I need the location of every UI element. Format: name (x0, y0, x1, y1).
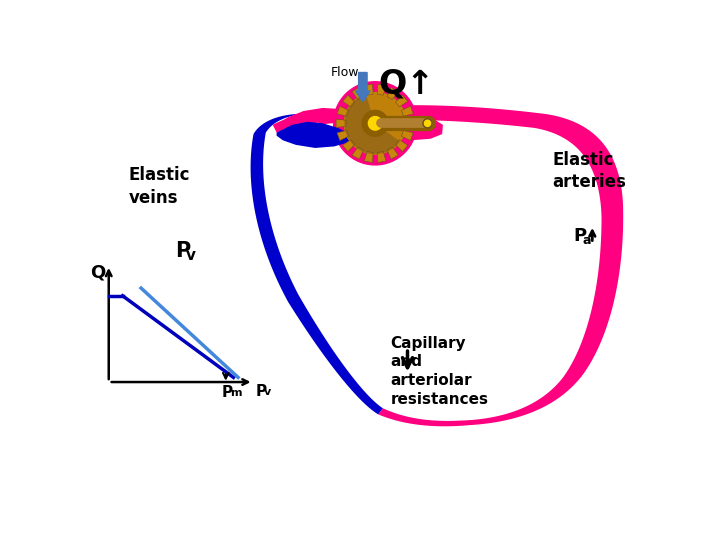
Text: Flow: Flow (330, 65, 359, 78)
FancyArrow shape (356, 72, 370, 102)
Polygon shape (354, 102, 387, 117)
Circle shape (369, 117, 382, 130)
Polygon shape (336, 119, 346, 127)
Text: P: P (573, 227, 586, 245)
Polygon shape (395, 95, 408, 107)
Polygon shape (377, 151, 386, 163)
Polygon shape (387, 147, 398, 159)
Polygon shape (364, 151, 373, 163)
Polygon shape (387, 87, 398, 100)
Text: Capillary
and
arteriolar
resistances: Capillary and arteriolar resistances (390, 336, 489, 407)
Polygon shape (276, 105, 443, 140)
Text: v: v (264, 387, 271, 397)
Polygon shape (319, 105, 624, 426)
Polygon shape (337, 106, 349, 116)
Polygon shape (337, 130, 349, 140)
Polygon shape (343, 140, 355, 152)
Polygon shape (402, 106, 413, 116)
Text: P: P (175, 241, 190, 261)
Text: v: v (186, 248, 196, 264)
Circle shape (333, 82, 417, 165)
Circle shape (344, 92, 406, 154)
Circle shape (425, 120, 431, 126)
Polygon shape (352, 87, 364, 100)
Text: Elastic
veins: Elastic veins (129, 166, 190, 207)
Polygon shape (251, 114, 383, 414)
Polygon shape (352, 147, 364, 159)
Circle shape (344, 92, 406, 154)
Circle shape (362, 110, 388, 136)
Polygon shape (377, 84, 386, 95)
Text: Q: Q (90, 264, 106, 281)
Polygon shape (273, 112, 350, 132)
Polygon shape (402, 130, 413, 140)
Polygon shape (344, 94, 400, 154)
Text: P: P (256, 383, 267, 399)
Polygon shape (343, 95, 355, 107)
Polygon shape (364, 84, 373, 95)
Text: Q↑: Q↑ (378, 68, 434, 101)
Text: a: a (582, 234, 591, 247)
Text: m: m (230, 388, 241, 398)
Polygon shape (276, 122, 350, 148)
Text: P: P (221, 385, 233, 400)
Circle shape (423, 119, 432, 128)
Polygon shape (395, 140, 408, 152)
Text: Elastic
arteries: Elastic arteries (552, 151, 626, 191)
Polygon shape (404, 119, 414, 127)
